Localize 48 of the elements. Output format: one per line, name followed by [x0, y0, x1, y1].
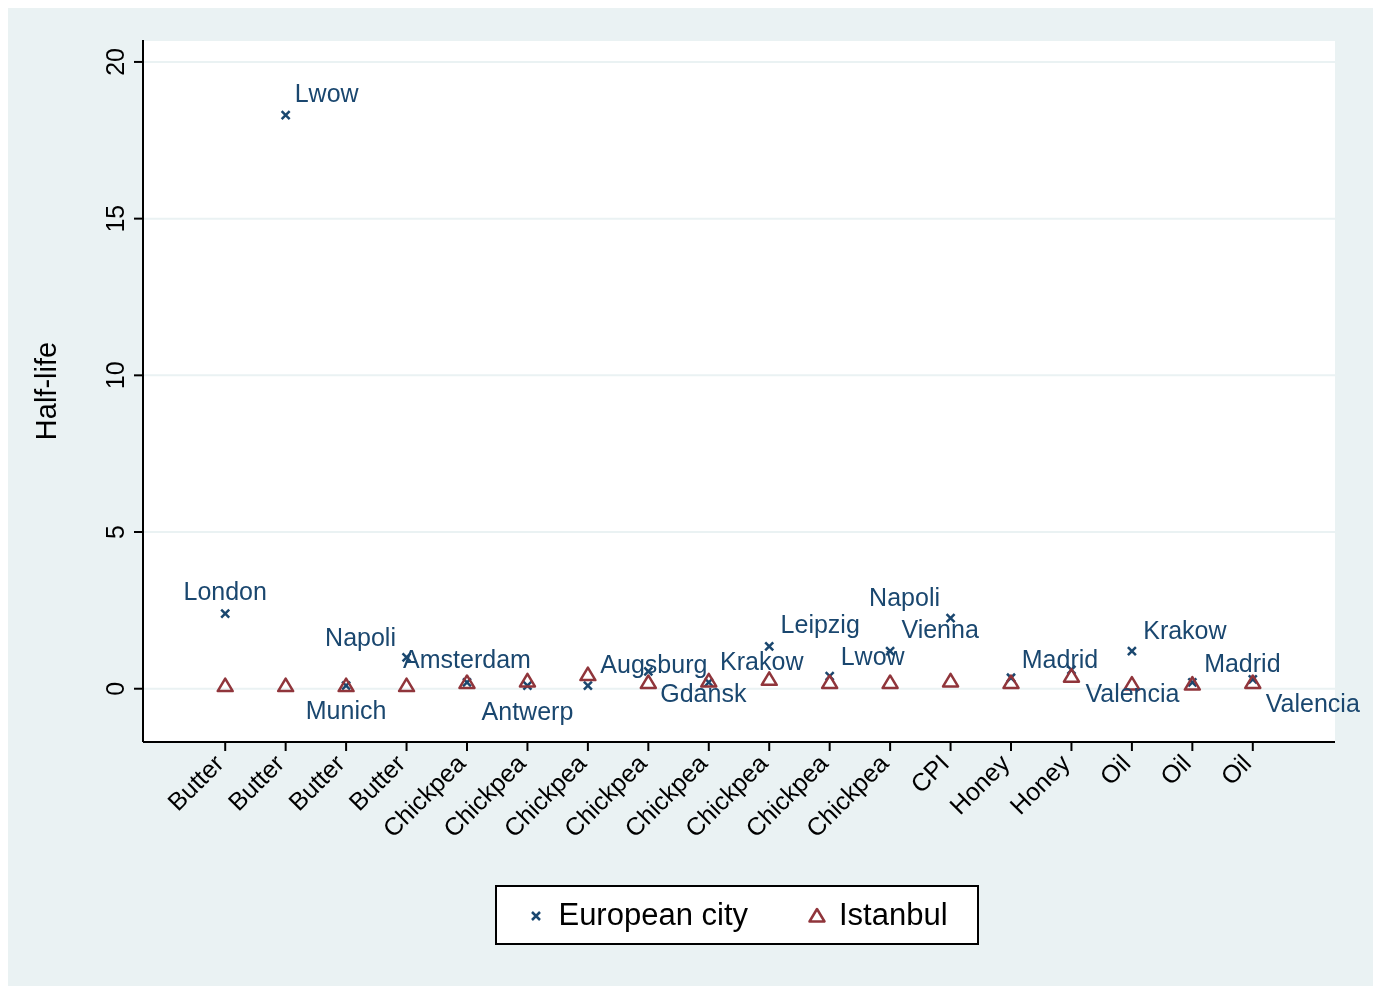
y-tick-label: 0: [101, 681, 129, 696]
y-tick-label: 15: [101, 204, 129, 233]
y-tick-label: 20: [101, 48, 129, 76]
data-label: Leipzig: [780, 610, 860, 639]
point: [219, 608, 231, 619]
data-label: Augsburg: [600, 649, 708, 678]
data-label: Lwow: [840, 642, 906, 671]
data-label: Madrid: [1204, 649, 1281, 678]
y-tick-label: 10: [101, 361, 129, 390]
x-tick-label: Oil: [1214, 748, 1257, 791]
point: [1126, 645, 1138, 657]
point: [763, 641, 775, 652]
point: [941, 672, 960, 688]
x-tick-label: Oil: [1154, 748, 1196, 791]
data-label: Lwow: [294, 79, 360, 108]
data-label: Vienna: [901, 615, 979, 644]
point: [397, 677, 416, 693]
data-label: Munich: [305, 695, 387, 724]
data-label: Valencia: [1265, 689, 1360, 718]
x-tick-label: CPI: [904, 748, 955, 799]
point: [280, 109, 291, 121]
point: [1244, 674, 1262, 690]
legend-label: European city: [558, 897, 749, 933]
data-label: Antwerp: [481, 696, 574, 725]
data-label: Madrid: [1021, 644, 1099, 673]
point: [216, 677, 234, 693]
point: [582, 680, 594, 691]
data-label: Krakow: [1143, 616, 1228, 645]
point: [1183, 675, 1202, 691]
point: [579, 666, 597, 682]
data-label: London: [183, 576, 267, 605]
point: [881, 674, 899, 690]
point: [760, 671, 778, 687]
data-label: Napoli: [325, 623, 396, 652]
data-label: Krakow: [720, 647, 805, 676]
x-tick-label: Oil: [1094, 748, 1136, 791]
point: [820, 674, 839, 690]
y-tick-label: 5: [101, 525, 129, 539]
data-label: Gdansk: [660, 679, 747, 708]
point: [1002, 674, 1020, 690]
point: [518, 672, 537, 688]
data-label: Napoli: [869, 583, 940, 612]
y-axis-title: Half-life: [30, 341, 63, 441]
legend-label: Istanbul: [838, 897, 948, 933]
data-label: Valencia: [1085, 678, 1180, 707]
data-label: Amsterdam: [403, 645, 531, 674]
point: [276, 677, 295, 693]
point: [1062, 667, 1081, 683]
